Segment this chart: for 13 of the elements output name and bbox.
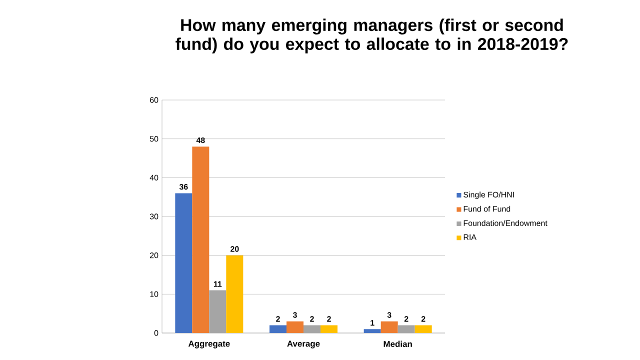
bar: [226, 255, 244, 333]
bar: [364, 329, 381, 333]
bar: [192, 146, 210, 333]
chart-title: How many emerging managers (first or second fund) do you expect to allocate to in 2018-2019?: [176, 18, 568, 54]
bar: [414, 325, 432, 333]
x-tick-label: Median: [384, 340, 412, 347]
x-tick-label: Average: [287, 340, 320, 348]
bar: [380, 321, 398, 333]
x-tick-label: Aggregate: [188, 340, 230, 348]
bar: [286, 321, 304, 333]
bar: [175, 193, 192, 333]
bar: [320, 325, 338, 333]
bar: [270, 325, 287, 333]
